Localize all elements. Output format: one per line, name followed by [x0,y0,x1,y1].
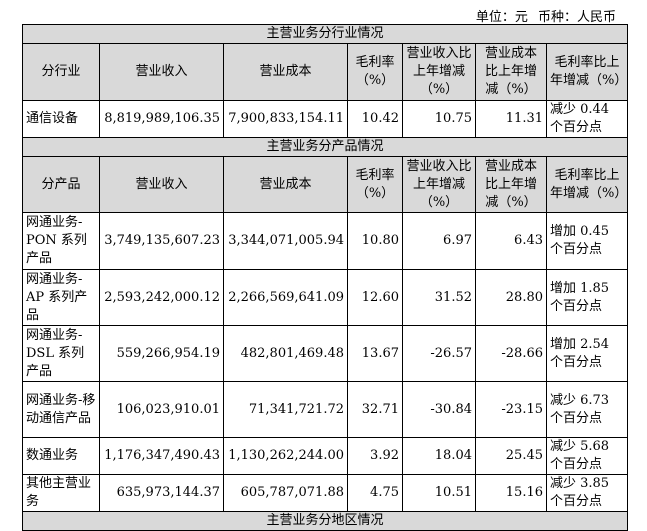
row-margin: 32.71 [347,381,403,438]
row-revenue: 1,176,347,490.43 [99,437,224,475]
header-margin: 毛利率（%） [347,156,403,213]
region-section-row: 主营业务分地区情况 [21,511,629,531]
row-revenue-yoy: -26.57 [402,325,476,382]
header-cost-yoy: 营业成本比上年增减（%） [475,156,547,213]
header-cost-yoy: 营业成本比上年增减（%） [475,43,547,101]
product-header-row: 分产品 营业收入 营业成本 毛利率（%） 营业收入比上年增减（%） 营业成本比上… [22,156,629,213]
header-revenue-yoy: 营业收入比上年增减（%） [402,43,476,101]
row-cost-yoy: -23.15 [475,381,547,438]
table-row: 其他主营业务 635,973,144.37 605,787,071.88 4.75 10… [22,474,629,512]
row-name: 网通业务-AP 系列产品 [22,269,100,326]
product-section-title: 主营业务分产品情况 [21,137,629,157]
industry-section-title: 主营业务分行业情况 [21,24,629,44]
row-name: 数通业务 [22,437,100,475]
row-revenue: 106,023,910.01 [99,381,224,438]
table-row: 网通业务-PON 系列产品 3,749,135,607.23 3,344,071,0… [22,212,629,270]
row-margin: 12.60 [347,269,403,326]
row-revenue: 8,819,989,106.35 [99,100,224,138]
table-row: 网通业务-移动通信产品 106,023,910.01 71,341,721.72 32… [22,381,629,438]
industry-section-row: 主营业务分行业情况 [21,24,629,44]
table-row: 通信设备 8,819,989,106.35 7,900,833,154.11 1… [22,100,629,138]
row-margin-change: 减少 3.85 个百分点 [545,474,629,512]
row-margin: 10.80 [347,212,403,270]
header-cost: 营业成本 [223,156,348,213]
header-industry: 分行业 [22,43,100,101]
industry-header-row: 分行业 营业收入 营业成本 毛利率（%） 营业收入比上年增减（%） 营业成本比上… [22,43,629,101]
row-name: 网通业务-DSL 系列产品 [22,325,100,382]
header-revenue: 营业收入 [99,156,224,213]
row-margin-change: 减少 6.73 个百分点 [545,381,629,438]
header-margin-change: 毛利率比上年增减（%） [545,156,629,213]
row-revenue: 635,973,144.37 [99,474,224,512]
header-cost: 营业成本 [223,43,348,101]
row-name: 网通业务-PON 系列产品 [22,212,100,270]
row-margin-change: 减少 5.68 个百分点 [545,437,629,475]
row-cost: 605,787,071.88 [223,474,348,512]
region-section-title: 主营业务分地区情况 [21,511,629,531]
row-cost-yoy: 11.31 [475,100,547,138]
row-margin: 13.67 [347,325,403,382]
row-margin: 10.42 [347,100,403,138]
row-cost-yoy: 15.16 [475,474,547,512]
row-cost-yoy: 28.80 [475,269,547,326]
row-name: 其他主营业务 [22,474,100,512]
row-revenue-yoy: 31.52 [402,269,476,326]
row-margin-change: 增加 2.54 个百分点 [545,325,629,382]
header-margin-change: 毛利率比上年增减（%） [545,43,629,101]
business-breakdown-table: 主营业务分行业情况 分行业 营业收入 营业成本 毛利率（%） 营业收入比上年增减… [21,24,629,531]
row-margin-change: 减少 0.44 个百分点 [545,100,629,138]
row-cost-yoy: 25.45 [475,437,547,475]
row-margin: 3.92 [347,437,403,475]
row-name: 通信设备 [22,100,100,138]
table-row: 网通业务-DSL 系列产品 559,266,954.19 482,801,469.4… [22,325,629,382]
row-revenue-yoy: -30.84 [402,381,476,438]
row-revenue-yoy: 10.51 [402,474,476,512]
header-margin: 毛利率（%） [347,43,403,101]
currency-label: 币种：人民币 [537,10,616,25]
row-cost: 1,130,262,244.00 [223,437,348,475]
row-cost-yoy: -28.66 [475,325,547,382]
row-margin-change: 增加 0.45 个百分点 [545,212,629,270]
row-revenue-yoy: 10.75 [402,100,476,138]
row-revenue: 3,749,135,607.23 [99,212,224,270]
row-margin: 4.75 [347,474,403,512]
row-revenue-yoy: 6.97 [402,212,476,270]
row-revenue-yoy: 18.04 [402,437,476,475]
row-margin-change: 增加 1.85 个百分点 [545,269,629,326]
row-name: 网通业务-移动通信产品 [22,381,100,438]
table-row: 数通业务 1,176,347,490.43 1,130,262,244.00 3.92… [22,437,629,475]
header-revenue-yoy: 营业收入比上年增减（%） [402,156,476,213]
product-section-row: 主营业务分产品情况 [21,137,629,157]
row-cost-yoy: 6.43 [475,212,547,270]
row-revenue: 559,266,954.19 [99,325,224,382]
row-cost: 7,900,833,154.11 [223,100,348,138]
header-product: 分产品 [22,156,100,213]
row-cost: 482,801,469.48 [223,325,348,382]
unit-line: 单位：元 币种：人民币 [470,6,616,25]
unit-label: 单位：元 [475,10,528,25]
row-cost: 3,344,071,005.94 [223,212,348,270]
row-revenue: 2,593,242,000.12 [99,269,224,326]
row-cost: 71,341,721.72 [223,381,348,438]
header-revenue: 营业收入 [99,43,224,101]
row-cost: 2,266,569,641.09 [223,269,348,326]
table-row: 网通业务-AP 系列产品 2,593,242,000.12 2,266,569,64… [22,269,629,326]
